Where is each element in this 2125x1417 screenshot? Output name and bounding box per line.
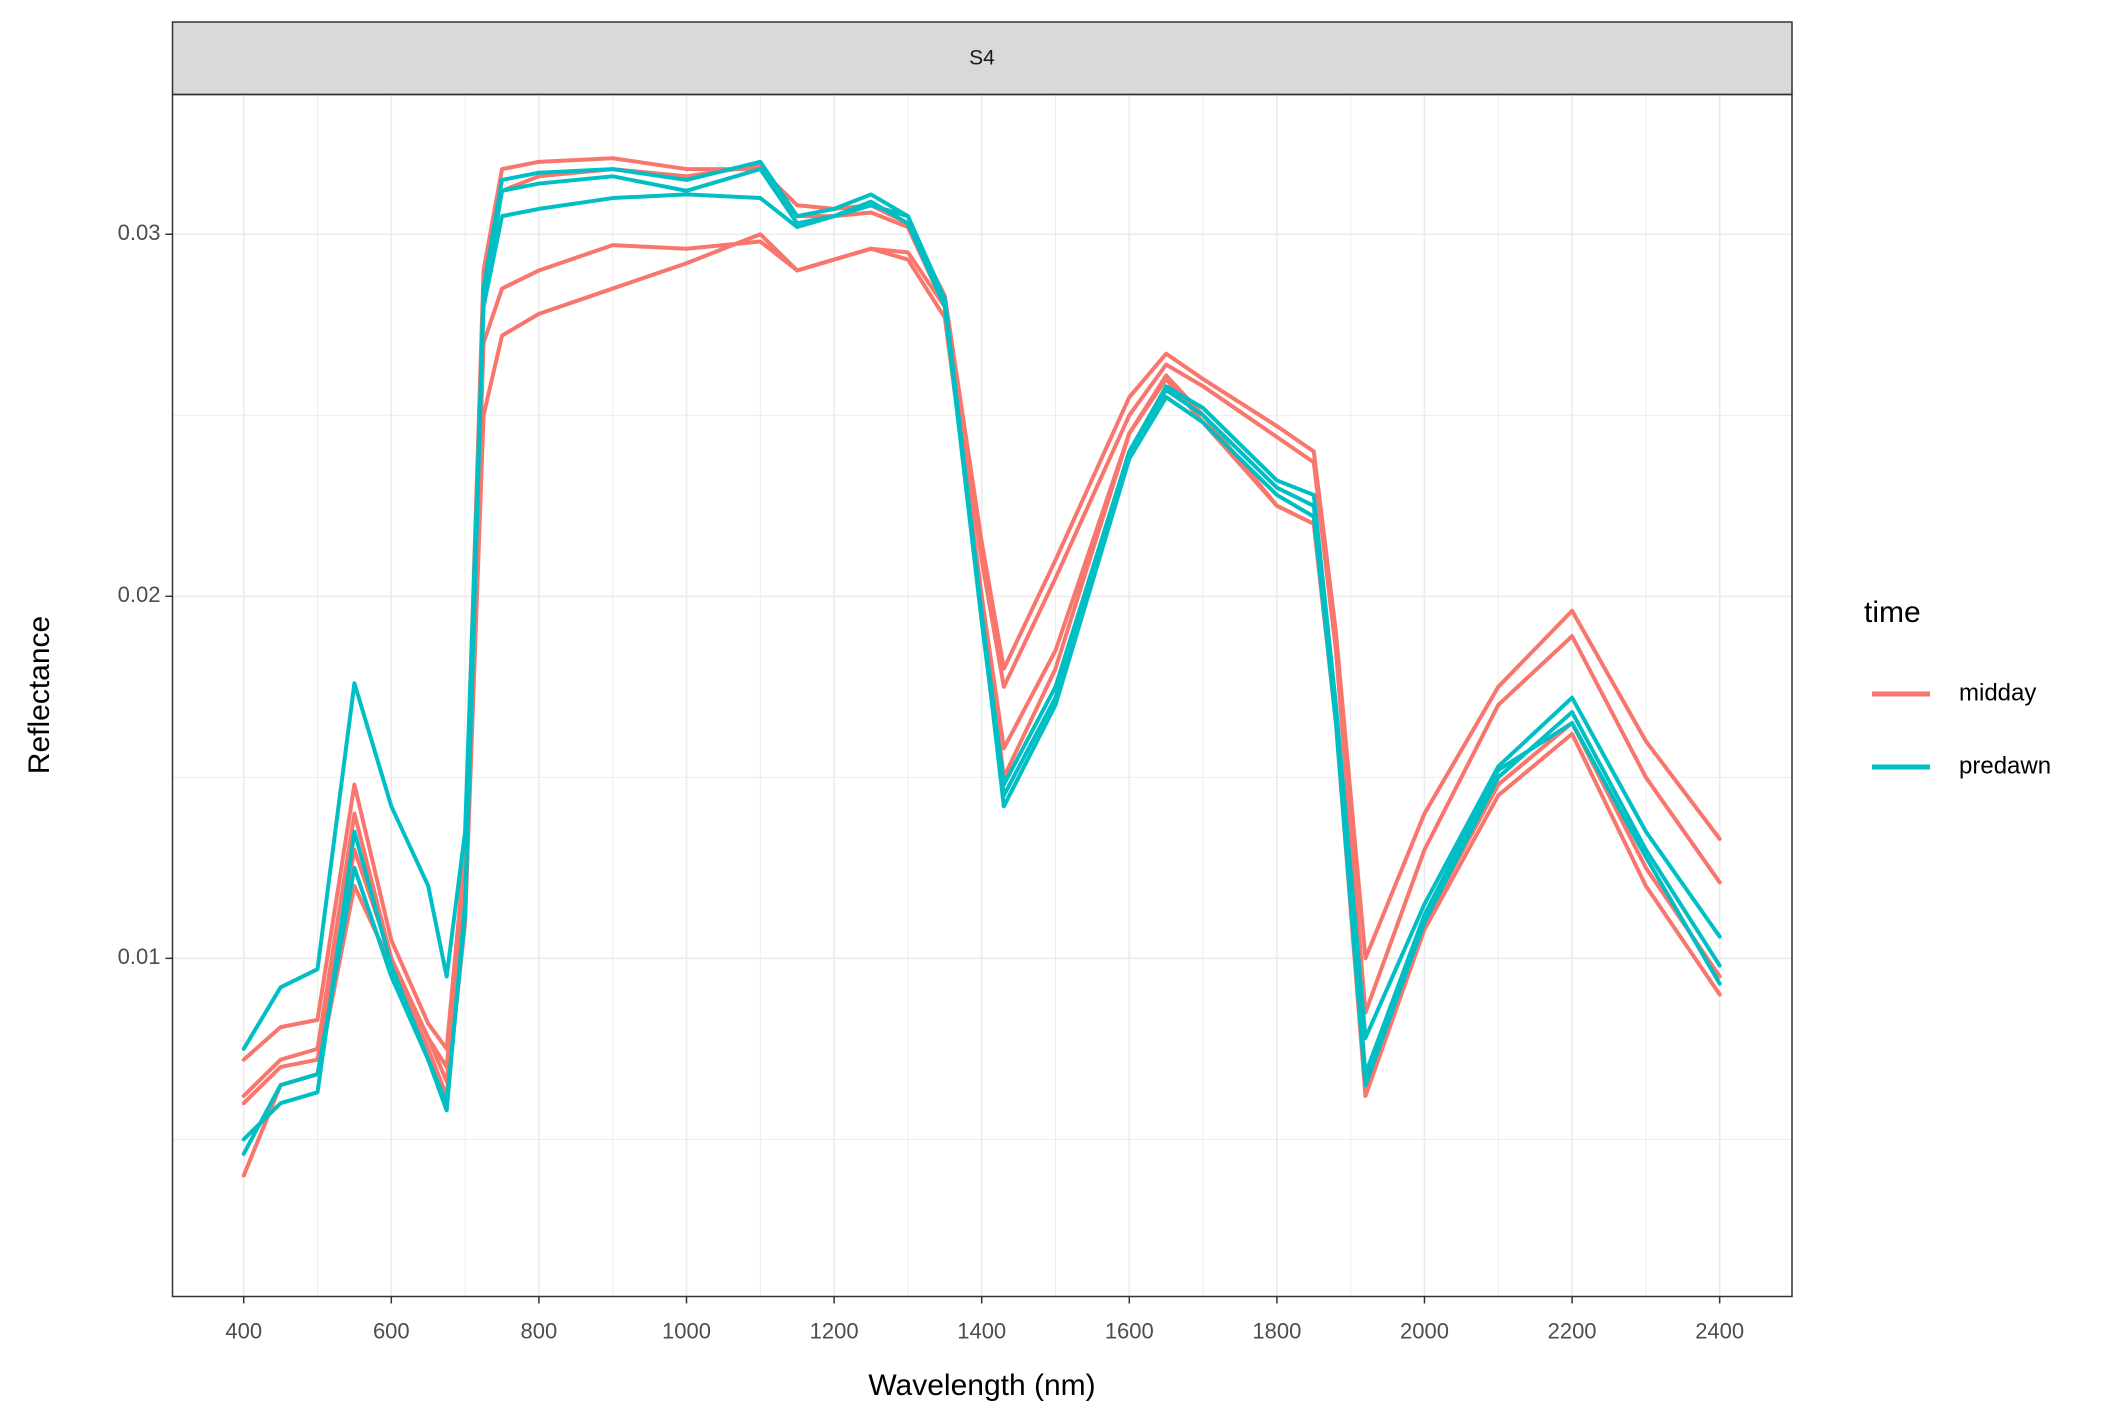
x-tick-label: 2000 xyxy=(1400,1318,1449,1343)
strip xyxy=(171,21,1793,96)
x-tick-label: 800 xyxy=(521,1318,558,1343)
legend-title: time xyxy=(1864,596,1921,629)
x-tick-label: 1000 xyxy=(662,1318,711,1343)
y-tick-label: 0.02 xyxy=(118,582,161,607)
legend-label: midday xyxy=(1959,679,2036,706)
x-tick-label: 1600 xyxy=(1105,1318,1154,1343)
x-tick-label: 600 xyxy=(373,1318,410,1343)
spectrum-line xyxy=(241,167,1722,1156)
x-tick-label: 1400 xyxy=(957,1318,1006,1343)
legend-label: predawn xyxy=(1959,752,2051,779)
x-tick-label: 1200 xyxy=(810,1318,859,1343)
y-tick-label: 0.03 xyxy=(118,220,161,245)
strip-label: S4 xyxy=(969,47,995,70)
spectrum-line xyxy=(241,239,1722,1098)
x-axis-title: Wavelength (nm) xyxy=(868,1369,1095,1402)
y-tick-label: 0.01 xyxy=(118,944,161,969)
x-tick-label: 400 xyxy=(225,1318,262,1343)
x-tick-label: 1800 xyxy=(1252,1318,1301,1343)
y-axis-title: Reflectance xyxy=(23,616,56,774)
panel-border xyxy=(171,93,1793,1298)
x-tick-label: 2400 xyxy=(1695,1318,1744,1343)
x-tick-label: 2200 xyxy=(1548,1318,1597,1343)
